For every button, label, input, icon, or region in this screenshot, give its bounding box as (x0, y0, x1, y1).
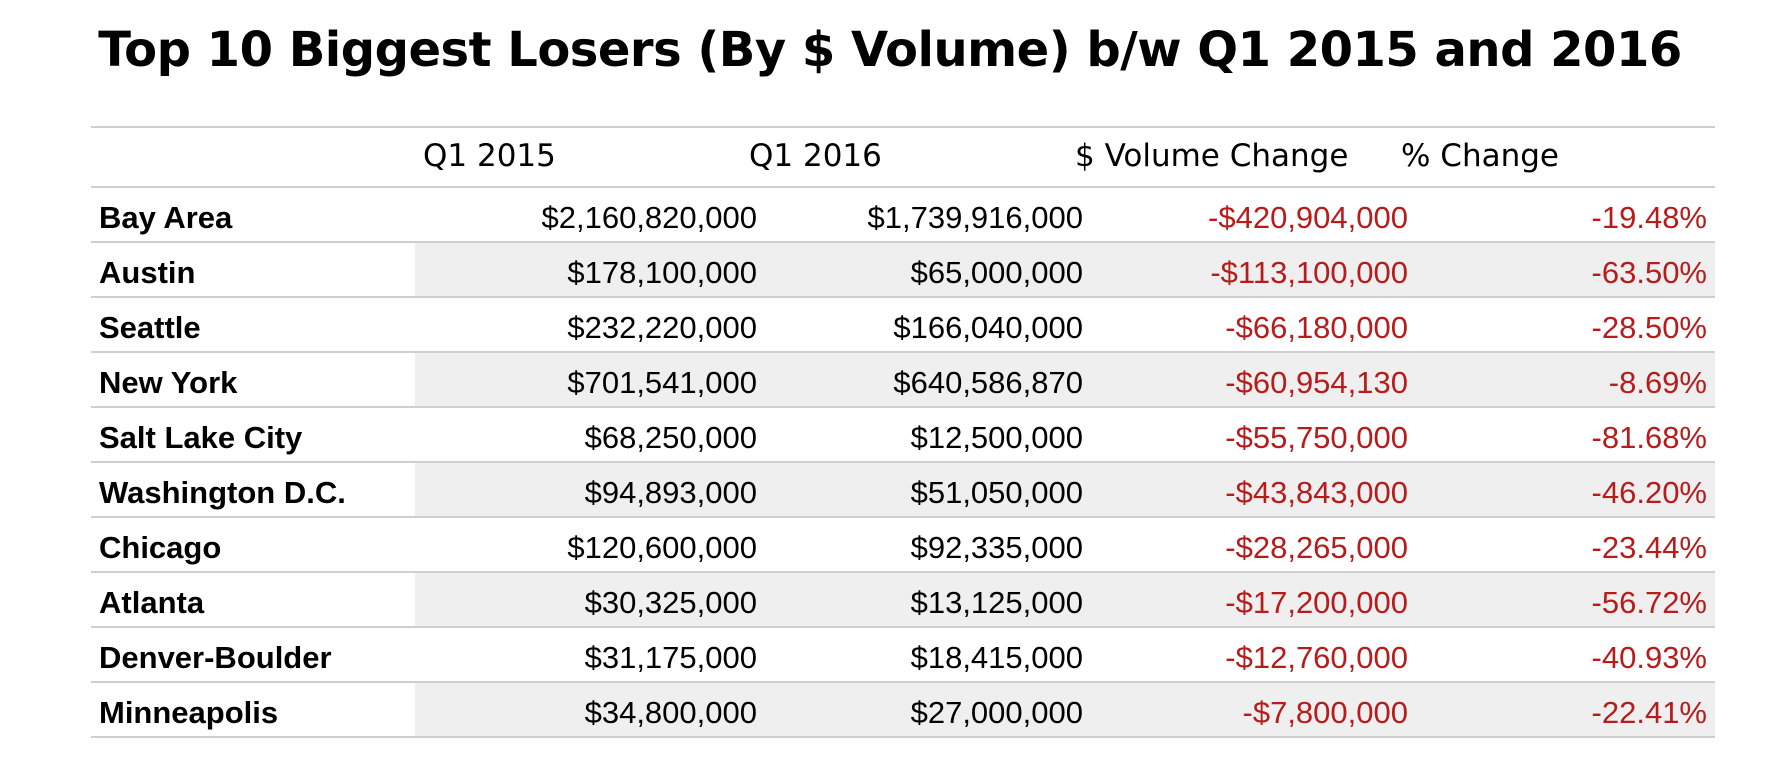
percent-change-cell: -22.41% (1591, 695, 1707, 730)
volume-change-cell: -$17,200,000 (1225, 585, 1408, 620)
volume-change-cell: -$43,843,000 (1225, 475, 1408, 510)
percent-change-cell: -8.69% (1608, 365, 1707, 400)
table-row: Chicago $120,600,000 $92,335,000 -$28,265,0… (91, 518, 1715, 573)
table-row: Austin $178,100,000 $65,000,000 -$113,100,0… (91, 243, 1715, 298)
city-cell: Austin (99, 255, 196, 290)
city-cell: Atlanta (99, 585, 205, 620)
q1-2016-cell: $13,125,000 (910, 585, 1083, 620)
volume-change-cell: -$66,180,000 (1225, 310, 1408, 345)
header-volume-change: $ Volume Change (1075, 138, 1349, 174)
chart-title: Top 10 Biggest Losers (By $ Volume) b/w … (98, 22, 1682, 78)
percent-change-cell: -28.50% (1591, 310, 1707, 345)
table-row: Denver-Boulder $31,175,000 $18,415,000 -$12… (91, 628, 1715, 683)
row-shading (415, 353, 1715, 406)
table-row: Washington D.C. $94,893,000 $51,050,000 -$4… (91, 463, 1715, 518)
q1-2015-cell: $701,541,000 (567, 365, 757, 400)
q1-2016-cell: $51,050,000 (910, 475, 1083, 510)
volume-change-cell: -$420,904,000 (1208, 200, 1408, 235)
table-body: Bay Area $2,160,820,000 $1,739,916,000 -$42… (91, 188, 1715, 738)
percent-change-cell: -63.50% (1591, 255, 1707, 290)
row-shading (415, 683, 1715, 736)
q1-2015-cell: $30,325,000 (584, 585, 757, 620)
table-row: Atlanta $30,325,000 $13,125,000 -$17,200,00… (91, 573, 1715, 628)
row-shading (415, 463, 1715, 516)
header-q1-2015: Q1 2015 (423, 138, 556, 174)
table-header: Q1 2015 Q1 2016 $ Volume Change % Change (91, 126, 1715, 188)
volume-change-cell: -$55,750,000 (1225, 420, 1408, 455)
city-cell: Salt Lake City (99, 420, 303, 455)
percent-change-cell: -56.72% (1591, 585, 1707, 620)
header-q1-2016: Q1 2016 (749, 138, 882, 174)
volume-change-cell: -$60,954,130 (1225, 365, 1408, 400)
percent-change-cell: -23.44% (1591, 530, 1707, 565)
volume-change-cell: -$113,100,000 (1210, 255, 1408, 290)
table-row: Bay Area $2,160,820,000 $1,739,916,000 -$42… (91, 188, 1715, 243)
row-shading (415, 243, 1715, 296)
q1-2016-cell: $18,415,000 (910, 640, 1083, 675)
q1-2015-cell: $31,175,000 (584, 640, 757, 675)
table-row: Salt Lake City $68,250,000 $12,500,000 -$55… (91, 408, 1715, 463)
q1-2015-cell: $120,600,000 (567, 530, 757, 565)
city-cell: Chicago (99, 530, 222, 565)
city-cell: Washington D.C. (99, 475, 346, 510)
q1-2016-cell: $1,739,916,000 (867, 200, 1084, 235)
table-row: Seattle $232,220,000 $166,040,000 -$66,180,… (91, 298, 1715, 353)
q1-2016-cell: $92,335,000 (910, 530, 1083, 565)
table-row: Minneapolis $34,800,000 $27,000,000 -$7,800… (91, 683, 1715, 738)
q1-2016-cell: $65,000,000 (910, 255, 1083, 290)
city-cell: Bay Area (99, 200, 233, 235)
percent-change-cell: -46.20% (1591, 475, 1707, 510)
volume-change-cell: -$12,760,000 (1225, 640, 1408, 675)
percent-change-cell: -40.93% (1591, 640, 1707, 675)
q1-2015-cell: $68,250,000 (584, 420, 757, 455)
city-cell: Denver-Boulder (99, 640, 332, 675)
q1-2016-cell: $12,500,000 (910, 420, 1083, 455)
q1-2016-cell: $166,040,000 (893, 310, 1083, 345)
q1-2016-cell: $27,000,000 (910, 695, 1083, 730)
percent-change-cell: -81.68% (1591, 420, 1707, 455)
q1-2015-cell: $34,800,000 (584, 695, 757, 730)
volume-change-cell: -$7,800,000 (1242, 695, 1408, 730)
city-cell: New York (99, 365, 238, 400)
city-cell: Seattle (99, 310, 201, 345)
q1-2015-cell: $94,893,000 (584, 475, 757, 510)
table-row: New York $701,541,000 $640,586,870 -$60,954… (91, 353, 1715, 408)
data-table: Q1 2015 Q1 2016 $ Volume Change % Change… (91, 126, 1715, 738)
q1-2015-cell: $178,100,000 (567, 255, 757, 290)
header-percent-change: % Change (1401, 138, 1559, 174)
q1-2015-cell: $232,220,000 (567, 310, 757, 345)
city-cell: Minneapolis (99, 695, 279, 730)
percent-change-cell: -19.48% (1591, 200, 1707, 235)
q1-2015-cell: $2,160,820,000 (541, 200, 758, 235)
q1-2016-cell: $640,586,870 (893, 365, 1083, 400)
volume-change-cell: -$28,265,000 (1225, 530, 1408, 565)
row-shading (415, 573, 1715, 626)
